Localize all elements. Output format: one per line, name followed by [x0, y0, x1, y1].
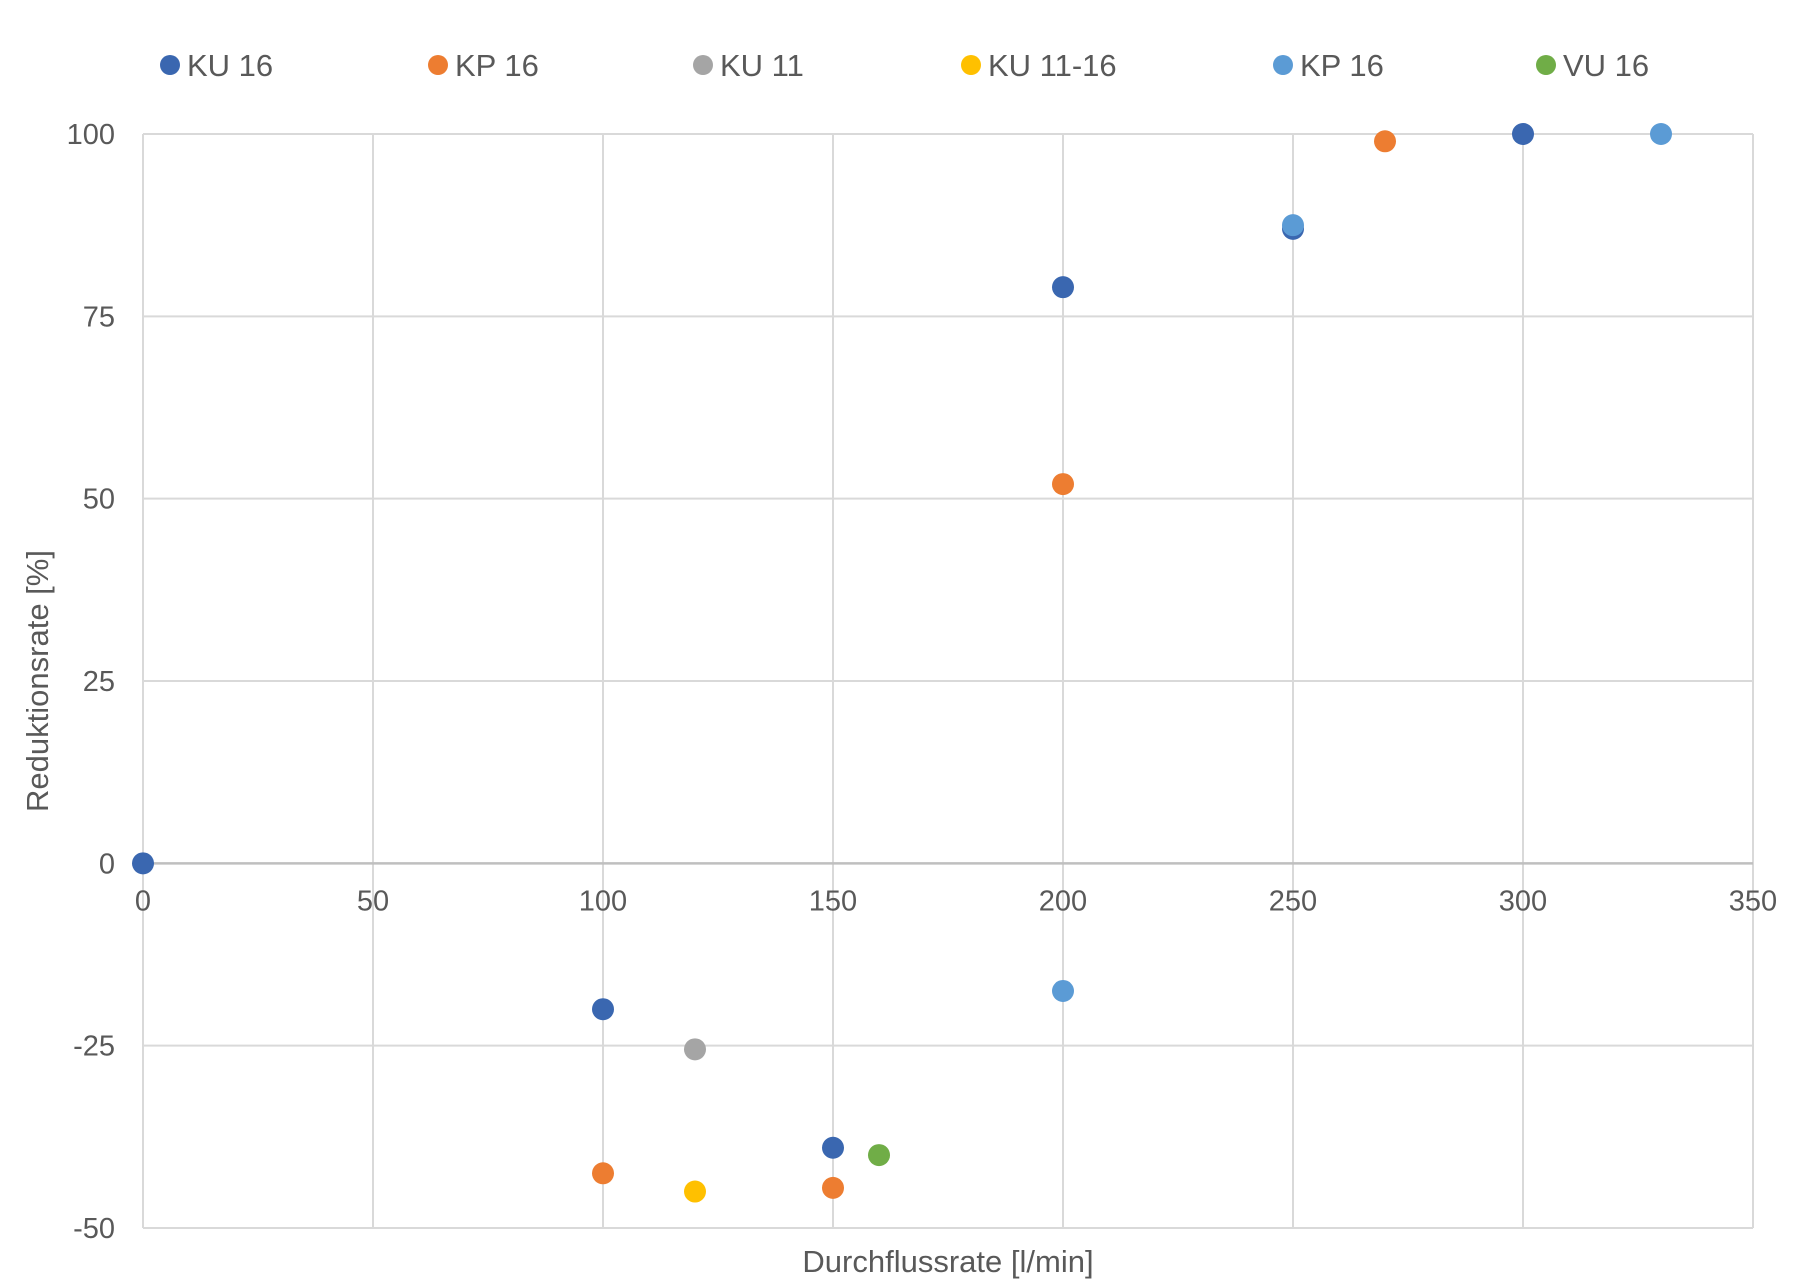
- data-point-series-4: [1650, 123, 1672, 145]
- legend-marker: [1273, 55, 1293, 75]
- legend-label: KU 11: [720, 48, 804, 83]
- data-point-series-5: [868, 1144, 890, 1167]
- y-tick-label: 0: [99, 848, 115, 880]
- y-tick-label: -25: [73, 1031, 115, 1063]
- legend-label: KU 11-16: [988, 48, 1117, 83]
- legend-label: KP 16: [1300, 48, 1384, 83]
- x-tick-label: 200: [1039, 885, 1087, 917]
- data-points: [132, 123, 1672, 1203]
- data-point-series-1: [822, 1176, 844, 1199]
- legend: KU 16 KP 16 KU 11 KU 11-16 KP 16 VU 16: [160, 48, 1649, 83]
- x-tick-label: 300: [1499, 885, 1547, 917]
- x-tick-label: 150: [809, 885, 857, 917]
- data-point-series-0: [1512, 123, 1534, 145]
- data-point-series-0: [592, 998, 614, 1021]
- data-point-series-0: [1052, 276, 1074, 299]
- y-tick-labels: -50 -25 0 25 50 75 100: [67, 119, 115, 1245]
- x-tick-labels: 0 50 100 150 200 250 300 350: [135, 885, 1777, 917]
- legend-label: VU 16: [1563, 48, 1649, 83]
- legend-marker: [160, 55, 180, 75]
- x-tick-label: 250: [1269, 885, 1317, 917]
- data-point-series-1: [1052, 473, 1074, 496]
- legend-marker: [961, 55, 981, 75]
- data-point-series-4: [1282, 214, 1304, 237]
- legend-item: KU 16: [160, 48, 273, 83]
- legend-marker: [693, 55, 713, 75]
- data-point-series-1: [592, 1162, 614, 1185]
- data-point-series-3: [684, 1180, 706, 1203]
- legend-item: KU 11-16: [961, 48, 1117, 83]
- legend-item: KP 16: [1273, 48, 1384, 83]
- legend-item: VU 16: [1536, 48, 1649, 83]
- legend-marker: [428, 55, 448, 75]
- x-tick-label: 0: [135, 885, 151, 917]
- data-point-series-0: [132, 852, 154, 875]
- legend-item: KP 16: [428, 48, 539, 83]
- y-tick-label: 100: [67, 119, 115, 151]
- legend-marker: [1536, 55, 1556, 75]
- x-tick-label: 350: [1729, 885, 1777, 917]
- data-point-series-2: [684, 1038, 706, 1061]
- legend-label: KU 16: [187, 48, 273, 83]
- x-axis-title: Durchflussrate [l/min]: [802, 1244, 1093, 1279]
- data-point-series-0: [822, 1136, 844, 1159]
- x-tick-label: 50: [357, 885, 389, 917]
- y-tick-label: 25: [83, 666, 115, 698]
- y-tick-label: 75: [83, 301, 115, 333]
- gridlines: [142, 133, 1754, 1229]
- legend-item: KU 11: [693, 48, 804, 83]
- x-tick-label: 100: [579, 885, 627, 917]
- y-axis-title: Reduktionsrate [%]: [20, 550, 55, 812]
- legend-label: KP 16: [455, 48, 539, 83]
- data-point-series-1: [1374, 130, 1396, 153]
- y-tick-label: -50: [73, 1213, 115, 1245]
- data-point-series-4: [1052, 979, 1074, 1002]
- y-tick-label: 50: [83, 484, 115, 516]
